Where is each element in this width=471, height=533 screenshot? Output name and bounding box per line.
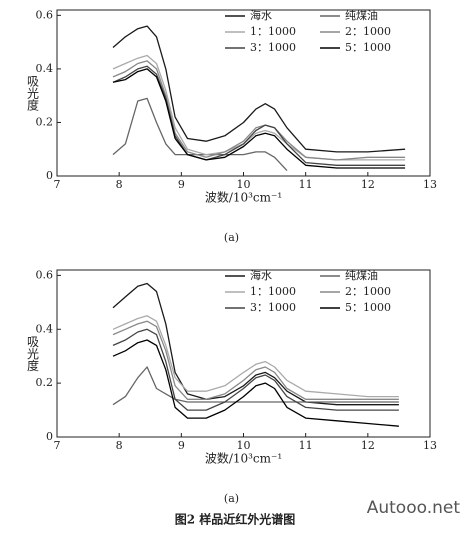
legend-label: 纯煤油 <box>345 268 378 282</box>
legend-label: 2：1000 <box>345 25 391 38</box>
x-tick-label: 8 <box>116 178 123 191</box>
y-tick-label: 0 <box>46 169 53 182</box>
x-tick-label: 11 <box>299 439 313 452</box>
legend-label: 1：1000 <box>250 25 296 38</box>
series-line <box>112 315 399 398</box>
x-axis-label: 波数/10³cm⁻¹ <box>205 451 282 466</box>
y-tick-label: 0.4 <box>36 322 54 335</box>
legend-label: 海水 <box>250 268 272 282</box>
y-axis-label: 吸光度 <box>26 336 40 372</box>
y-tick-label: 0 <box>46 430 53 443</box>
x-tick-label: 8 <box>116 439 123 452</box>
series-line <box>112 65 406 166</box>
series-line <box>112 320 399 400</box>
x-tick-label: 9 <box>178 178 185 191</box>
x-tick-label: 9 <box>178 439 185 452</box>
y-tick-label: 0.2 <box>36 376 54 389</box>
y-tick-label: 0.4 <box>36 62 54 75</box>
watermark: Autooo.net <box>367 498 461 518</box>
y-axis-label: 吸光度 <box>26 75 40 111</box>
legend-label: 5：1000 <box>345 301 391 314</box>
subcaption: (a) <box>224 231 239 244</box>
x-tick-label: 12 <box>361 178 375 191</box>
x-tick-label: 10 <box>237 178 251 191</box>
legend-label: 海水 <box>250 8 272 22</box>
series-line <box>112 339 399 427</box>
series-line <box>112 25 406 153</box>
series-line <box>112 328 399 411</box>
series-line <box>112 68 406 169</box>
x-tick-label: 11 <box>299 178 313 191</box>
x-tick-label: 7 <box>54 439 61 452</box>
x-tick-label: 13 <box>423 439 437 452</box>
figure-caption: 图2 样品近红外光谱图 <box>175 512 296 527</box>
legend-label: 3：1000 <box>250 41 296 54</box>
y-tick-label: 0.2 <box>36 115 54 128</box>
x-tick-label: 12 <box>361 439 375 452</box>
series-line <box>112 60 406 161</box>
x-tick-label: 7 <box>54 178 61 191</box>
subcaption: (a) <box>224 492 239 505</box>
legend-label: 2：1000 <box>345 285 391 298</box>
x-tick-label: 10 <box>237 439 251 452</box>
legend-label: 3：1000 <box>250 301 296 314</box>
legend-label: 纯煤油 <box>345 8 378 22</box>
y-tick-label: 0.6 <box>36 268 54 281</box>
x-axis-label: 波数/10³cm⁻¹ <box>205 190 282 205</box>
legend-label: 5：1000 <box>345 41 391 54</box>
y-tick-label: 0.6 <box>36 8 54 21</box>
legend-label: 1：1000 <box>250 285 296 298</box>
x-tick-label: 13 <box>423 178 437 191</box>
